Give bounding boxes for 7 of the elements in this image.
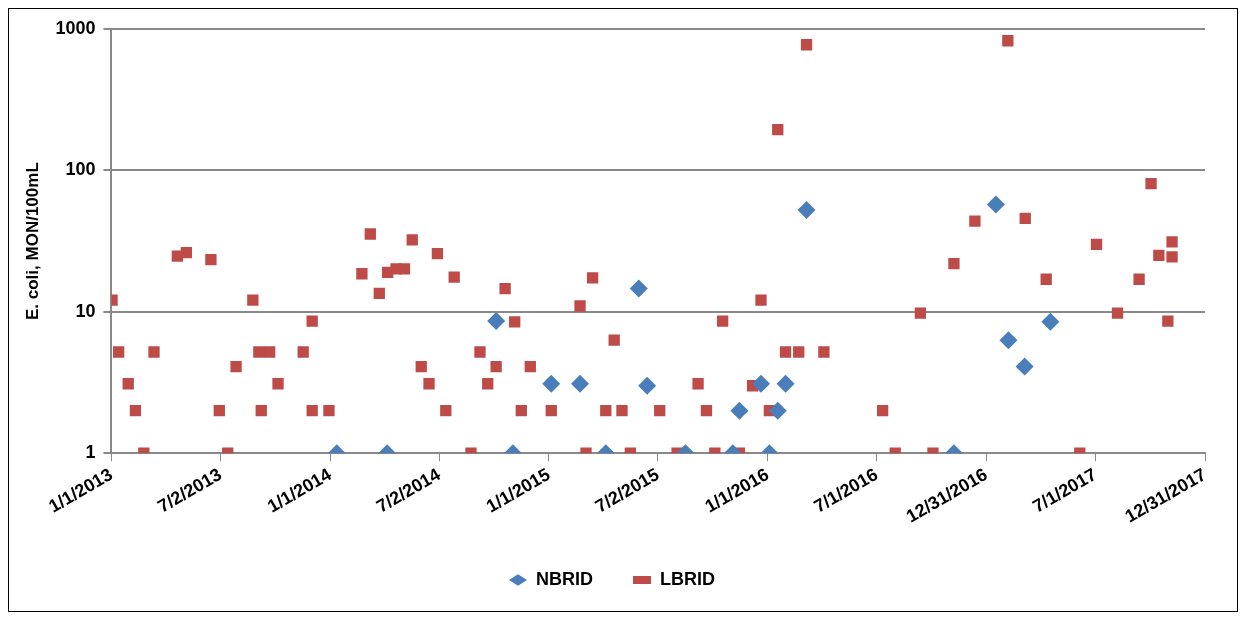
- y-axis-title: E. coli, MON/100mL: [22, 162, 42, 321]
- y-tick-label: 100: [65, 159, 96, 180]
- legend-label: NBRID: [536, 568, 593, 589]
- y-tick-label: 1: [85, 442, 96, 463]
- y-tick-label: 10: [75, 300, 96, 321]
- y-tick-label: 1000: [55, 17, 96, 38]
- legend-label: LBRID: [660, 568, 715, 589]
